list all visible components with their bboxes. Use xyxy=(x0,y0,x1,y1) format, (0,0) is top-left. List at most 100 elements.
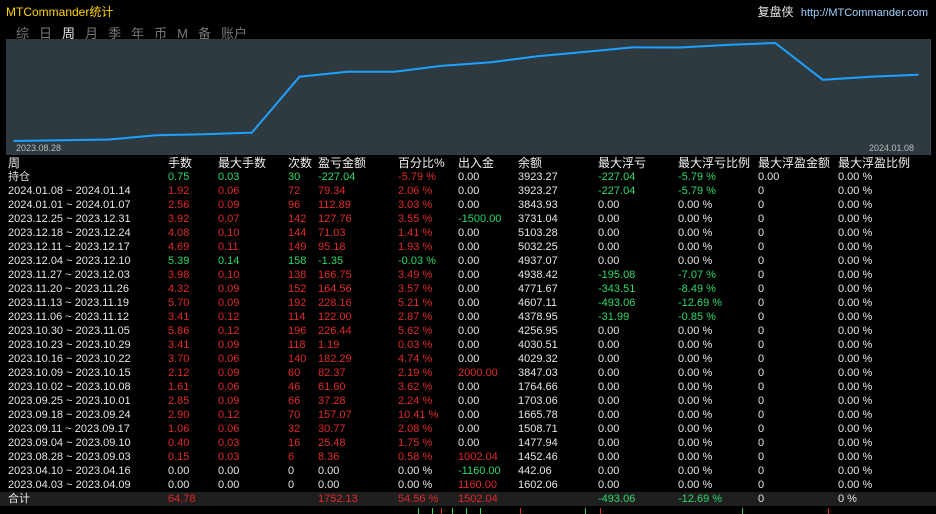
table-row-cell: 0.00 % xyxy=(678,227,713,239)
table-row-cell: 3.98 xyxy=(168,269,190,281)
tab-8[interactable]: 备 xyxy=(197,26,211,41)
chart-right-border xyxy=(930,39,931,155)
period-tabs: 综日周月季年币 M 备账户 xyxy=(14,22,255,44)
table-row-cell: -7.07 % xyxy=(678,269,716,281)
table-row-cell: 2023.12.25 ~ 2023.12.31 xyxy=(8,213,131,225)
holding-row-cell: 3923.27 xyxy=(518,171,558,183)
table-row-cell: 1.06 xyxy=(168,423,190,435)
table-row-cell: 1.61 xyxy=(168,381,190,393)
holding-row-cell: 0.00 % xyxy=(838,171,873,183)
table-row-cell: 0.00 xyxy=(458,353,480,365)
table-row-cell: 70 xyxy=(288,409,301,421)
table-row: 2023.11.13 ~ 2023.11.19 5.70 0.09 192 228.16… xyxy=(0,296,936,310)
table-row-cell: 0 xyxy=(758,283,765,295)
table-row-cell: 0.58 % xyxy=(398,451,433,463)
table-row-cell: 0.00 % xyxy=(838,451,873,463)
table-row-cell: 0.12 xyxy=(218,325,240,337)
table-row-cell: 0.00 % xyxy=(838,297,873,309)
x-end-label: 2024.01.08 xyxy=(869,143,914,153)
table-row-cell: -8.49 % xyxy=(678,283,716,295)
tab-9[interactable]: 账户 xyxy=(220,26,247,41)
table-row-cell: 1160.00 xyxy=(458,479,497,491)
table-row-cell: 0.00 % xyxy=(838,227,873,239)
table-row-cell: 95.18 xyxy=(318,241,346,253)
table-row-cell: 0.00 xyxy=(218,479,240,491)
table-row-cell: 0.00 xyxy=(168,479,190,491)
table-row-cell: 0.00 xyxy=(598,199,620,211)
equity-chart: 2023.08.28 2024.01.08 xyxy=(6,39,930,155)
table-header-cell: 次数 xyxy=(288,156,313,170)
table-row-cell: 4937.07 xyxy=(518,255,558,267)
table-row-cell: 118 xyxy=(288,339,306,351)
table-row-cell: 114 xyxy=(288,311,306,323)
table-row-cell: 0.00 % xyxy=(678,465,713,477)
table-row-cell: 5.86 xyxy=(168,325,190,337)
table-row-cell: 0.00 % xyxy=(678,339,713,351)
table-row-cell: 0.00 xyxy=(598,325,620,337)
tab-4[interactable]: 季 xyxy=(108,26,122,41)
holding-row: 持仓 0.75 0.03 30 -227.04 -5.79 % 0.00 3923.27 -22… xyxy=(0,170,936,184)
table-row-cell: 0.03 xyxy=(218,437,240,449)
total-row-cell: 1752.13 xyxy=(318,493,358,505)
table-row-cell: 0.00 xyxy=(598,381,620,393)
table-row-cell: 2023.10.09 ~ 2023.10.15 xyxy=(8,367,131,379)
tab-1[interactable]: 日 xyxy=(39,26,53,41)
table-row-cell: 2023.11.20 ~ 2023.11.26 xyxy=(8,283,130,295)
tab-3[interactable]: 月 xyxy=(85,26,99,41)
tab-0[interactable]: 综 xyxy=(16,26,30,41)
table-row-cell: 2023.12.18 ~ 2023.12.24 xyxy=(8,227,131,239)
table-row: 2023.10.30 ~ 2023.11.05 5.86 0.12 196 226.44… xyxy=(0,324,936,338)
table-row-cell: 2023.09.04 ~ 2023.09.10 xyxy=(8,437,131,449)
table-row-cell: 0.00 xyxy=(598,227,620,239)
table-row-cell: 3.57 % xyxy=(398,283,433,295)
table-row-cell: 182.29 xyxy=(318,353,352,365)
table-row-cell: 112.89 xyxy=(318,199,351,211)
table-row-cell: 3.41 xyxy=(168,311,190,323)
table-row-cell: 0 xyxy=(288,479,295,491)
table-row-cell: 3731.04 xyxy=(518,213,558,225)
table-row-cell: 1764.66 xyxy=(518,381,558,393)
table-row-cell: 1665.78 xyxy=(518,409,558,421)
table-row-cell: 2023.09.11 ~ 2023.09.17 xyxy=(8,423,130,435)
table-row-cell: 0.00 % xyxy=(838,283,873,295)
table-row-cell: 4378.95 xyxy=(518,311,558,323)
table-row-cell: 0.00 % xyxy=(678,353,713,365)
tab-5[interactable]: 年 xyxy=(131,26,145,41)
table-row: 2023.10.09 ~ 2023.10.15 2.12 0.09 60 82.37 2.… xyxy=(0,366,936,380)
table-row-cell: -493.06 xyxy=(598,297,636,309)
table-row-cell: 25.48 xyxy=(318,437,346,449)
app-title: MTCommander统计 xyxy=(6,5,114,19)
total-row-cell xyxy=(218,492,286,506)
table-row-cell: 0 xyxy=(758,395,765,407)
table-row-cell: 0.00 % xyxy=(838,381,873,393)
table-row-cell: 0.00 xyxy=(318,465,340,477)
tab-7[interactable]: M xyxy=(177,26,188,41)
table-row-cell: 2023.04.03 ~ 2023.04.09 xyxy=(8,479,131,491)
table-row-cell: 82.37 xyxy=(318,367,346,379)
strip-tick xyxy=(742,508,743,514)
table-row-cell: 0.00 xyxy=(458,437,480,449)
total-row: 合计 64.78 1752.13 54.56 % 1502.04 -493.06 -12.6… xyxy=(0,492,936,506)
table-row-cell: 0.10 xyxy=(218,227,240,239)
table-row-cell: 4.32 xyxy=(168,283,190,295)
brand-url-link[interactable]: http://MTCommander.com xyxy=(800,7,928,19)
table-row-cell: 0 xyxy=(758,339,765,351)
table-row: 2023.12.04 ~ 2023.12.10 5.39 0.14 158 -1.35 -… xyxy=(0,254,936,268)
table-row-cell: 0.00 % xyxy=(678,199,713,211)
tab-6[interactable]: 币 xyxy=(154,26,168,41)
table-row-cell: 0.00 xyxy=(598,437,620,449)
table-row-cell: 79.34 xyxy=(318,185,346,197)
table-row-cell: 158 xyxy=(288,255,307,267)
table-row-cell: 157.07 xyxy=(318,409,352,421)
table-row-cell: 0.11 xyxy=(218,241,239,253)
table-row-cell: 2024.01.08 ~ 2024.01.14 xyxy=(8,185,131,197)
table-row-cell: 0.00 % xyxy=(838,185,873,197)
table-row-cell: 0.00 xyxy=(458,199,480,211)
table-row-cell: -343.51 xyxy=(598,283,636,295)
table-row-cell: 0.06 xyxy=(218,381,240,393)
table-row-cell: 0.06 xyxy=(218,353,240,365)
table-row-cell: 0.00 % xyxy=(838,395,873,407)
total-row-cell: 1502.04 xyxy=(458,493,498,505)
table-row-cell: 0.40 xyxy=(168,437,190,449)
